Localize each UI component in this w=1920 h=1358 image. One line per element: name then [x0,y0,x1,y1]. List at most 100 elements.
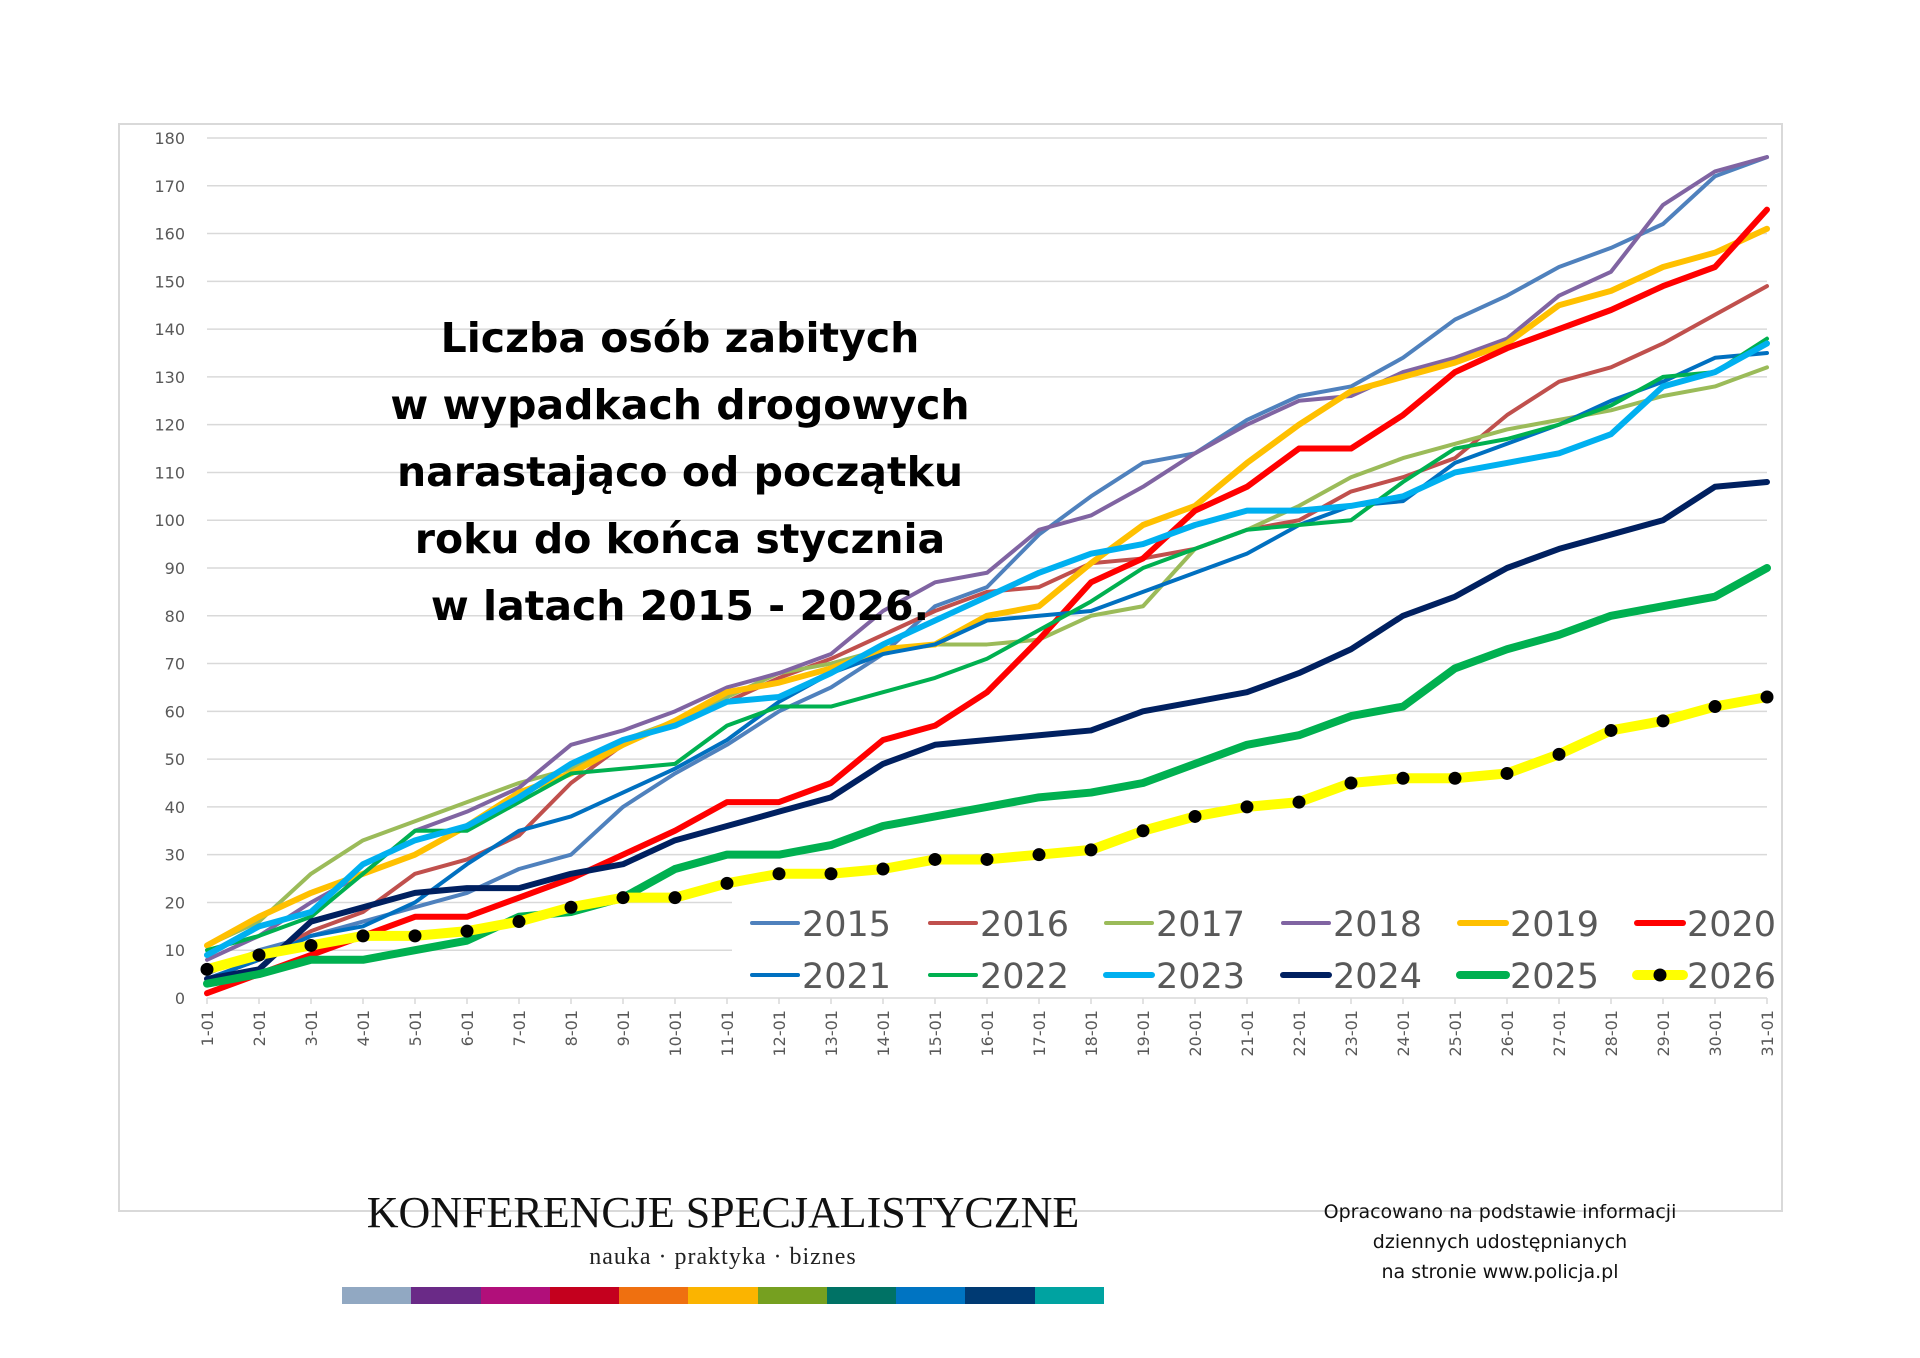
data-point-2026 [1656,714,1670,728]
data-point-2026 [1760,690,1774,704]
legend-background [732,897,1772,997]
y-tick-label: 180 [154,129,185,148]
data-point-2026 [1188,809,1202,823]
y-tick-label: 50 [165,750,185,769]
x-tick-label: 26-01 [1498,1010,1517,1057]
data-point-2026 [772,867,786,881]
x-tick-label: 21-01 [1238,1010,1257,1057]
data-point-2026 [1500,766,1514,780]
y-tick-label: 20 [165,893,185,912]
data-point-2026 [408,929,422,943]
series-line-2016 [205,284,1769,981]
x-tick-label: 1-01 [198,1010,217,1046]
y-tick-label: 40 [165,798,185,817]
data-point-2026 [1396,771,1410,785]
x-tick-label: 17-01 [1030,1010,1049,1057]
y-tick-label: 0 [175,989,185,1008]
data-point-2026 [720,876,734,890]
y-tick-label: 110 [154,463,185,482]
data-point-2026 [876,862,890,876]
source-footnote: Opracowano na podstawie informacji dzien… [1323,1201,1677,1283]
legend-label-2015: 2015 [802,905,891,945]
data-point-2026 [1708,700,1722,714]
logo-stripe-segment [411,1287,481,1304]
data-point-2026 [668,891,682,905]
x-tick-label: 5-01 [406,1010,425,1046]
data-point-2026 [304,938,318,952]
data-point-2026 [1136,824,1150,838]
logo: KONFERENCJE SPECJALISTYCZNE nauka · prak… [342,1187,1104,1304]
x-tick-label: 14-01 [874,1010,893,1057]
logo-stripe-segment [549,1287,620,1304]
data-point-2026 [1604,723,1618,737]
logo-stripe-segment [480,1287,550,1304]
x-tick-label: 30-01 [1706,1010,1725,1057]
data-point-2026 [824,867,838,881]
data-point-2026 [928,852,942,866]
series-line-2020 [204,206,1770,997]
x-tick-label: 29-01 [1654,1010,1673,1057]
y-tick-label: 30 [165,846,185,865]
chart-title: Liczba osób zabitych w wypadkach drogowy… [390,314,970,630]
logo-name: KONFERENCJE SPECJALISTYCZNE [366,1188,1080,1237]
data-point-2026 [252,948,266,962]
x-tick-label: 15-01 [926,1010,945,1057]
legend-label-2022: 2022 [980,957,1069,997]
legend-label-2020: 2020 [1687,905,1776,945]
y-tick-label: 120 [154,416,185,435]
y-tick-label: 130 [154,368,185,387]
legend-label-2019: 2019 [1510,905,1599,945]
x-tick-label: 27-01 [1550,1010,1569,1057]
x-tick-label: 11-01 [718,1010,737,1057]
x-tick-label: 31-01 [1758,1010,1777,1057]
legend-label-2024: 2024 [1333,957,1422,997]
legend-label-2023: 2023 [1156,957,1245,997]
legend-label-2025: 2025 [1510,957,1599,997]
series-line-2015 [205,155,1769,977]
x-tick-label: 23-01 [1342,1010,1361,1057]
y-tick-label: 60 [165,702,185,721]
logo-stripe-segment [1034,1287,1104,1304]
y-tick-label: 100 [154,511,185,530]
x-tick-label: 18-01 [1082,1010,1101,1057]
data-point-2026 [1084,843,1098,857]
chart-frame: 0 10 20 30 40 50 60 70 80 90 100 110 120 130 140 150 160… [118,123,1783,1304]
legend-label-2026: 2026 [1687,957,1776,997]
y-tick-label: 90 [165,559,185,578]
data-point-2026 [980,852,994,866]
data-point-2026 [200,962,214,976]
x-tick-label: 3-01 [302,1010,321,1046]
x-tick-label: 24-01 [1394,1010,1413,1057]
y-tick-label: 10 [165,941,185,960]
data-point-2026 [1448,771,1462,785]
x-tick-label: 4-01 [354,1010,373,1046]
series-line-2022 [205,336,1769,953]
series-line-2017 [205,365,1769,948]
x-tick-label: 10-01 [666,1010,685,1057]
data-point-2026 [564,900,578,914]
legend-label-2017: 2017 [1156,905,1245,945]
x-tick-label: 7-01 [510,1010,529,1046]
legend-label-2016: 2016 [980,905,1069,945]
line-chart: 0 10 20 30 40 50 60 70 80 90 100 110 120 130 140 150 160… [154,129,1777,1057]
y-tick-label: 150 [154,272,185,291]
y-tick-label: 160 [154,225,185,244]
data-point-2026 [460,924,474,938]
x-tick-label: 19-01 [1134,1010,1153,1057]
x-tick-label: 6-01 [458,1010,477,1046]
data-point-2026 [512,915,526,929]
y-tick-label: 80 [165,607,185,626]
logo-stripe-segment [965,1287,1035,1304]
x-tick-label: 12-01 [770,1010,789,1057]
legend-label-2021: 2021 [802,957,891,997]
data-point-2026 [1552,747,1566,761]
legend-label-2018: 2018 [1333,905,1422,945]
data-point-2026 [1292,795,1306,809]
series-line-2023 [204,340,1770,958]
data-point-2026 [616,891,630,905]
series-line-2018 [205,155,1769,962]
logo-stripe-segment [342,1287,412,1304]
legend-marker-2026 [1653,968,1667,982]
logo-stripe-segment [757,1287,827,1304]
x-tick-label: 28-01 [1602,1010,1621,1057]
